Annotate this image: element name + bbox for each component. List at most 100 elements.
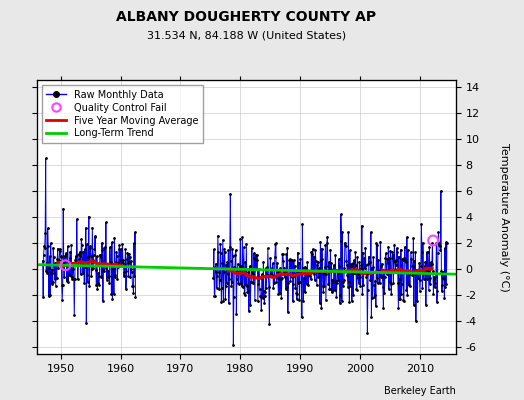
Point xyxy=(249,280,257,286)
Point xyxy=(216,240,225,247)
Point xyxy=(70,312,79,319)
Point xyxy=(297,269,305,276)
Point xyxy=(213,285,221,291)
Point xyxy=(256,286,264,292)
Point xyxy=(331,252,340,258)
Point xyxy=(49,279,57,285)
Point xyxy=(83,272,92,278)
Point xyxy=(335,262,344,269)
Point xyxy=(365,259,374,266)
Point xyxy=(123,256,131,262)
Point xyxy=(86,243,94,249)
Point xyxy=(84,279,92,285)
Point xyxy=(117,246,125,252)
Point xyxy=(318,256,326,262)
Point xyxy=(215,268,223,275)
Point xyxy=(62,278,71,284)
Point xyxy=(279,251,287,257)
Point xyxy=(377,263,386,269)
Point xyxy=(330,262,338,268)
Point xyxy=(247,279,256,286)
Point xyxy=(318,245,326,252)
Point xyxy=(333,280,341,287)
Point xyxy=(222,261,231,268)
Point xyxy=(300,275,308,281)
Point xyxy=(102,265,111,272)
Point xyxy=(291,263,299,270)
Point xyxy=(385,286,393,292)
Point xyxy=(408,263,416,269)
Point xyxy=(253,256,261,263)
Point xyxy=(105,280,114,286)
Point xyxy=(435,240,443,246)
Point xyxy=(334,277,343,283)
Point xyxy=(296,256,304,262)
Point xyxy=(325,286,334,292)
Point xyxy=(289,280,298,287)
Point xyxy=(390,258,398,264)
Point xyxy=(62,250,70,256)
Point xyxy=(63,276,71,282)
Point xyxy=(274,291,282,298)
Point xyxy=(70,276,78,282)
Point xyxy=(315,265,323,272)
Point xyxy=(310,254,318,260)
Point xyxy=(357,264,365,271)
Point xyxy=(389,280,398,286)
Point xyxy=(423,249,431,256)
Point xyxy=(410,258,419,264)
Point xyxy=(299,265,307,271)
Point xyxy=(238,234,246,241)
Point xyxy=(362,262,370,268)
Point xyxy=(386,279,394,285)
Point xyxy=(128,269,136,276)
Point xyxy=(299,298,308,304)
Point xyxy=(336,292,345,298)
Point xyxy=(244,288,252,295)
Point xyxy=(416,277,424,283)
Point xyxy=(91,233,100,239)
Point xyxy=(107,258,115,265)
Point xyxy=(388,255,396,261)
Point xyxy=(336,300,344,306)
Point xyxy=(109,261,117,268)
Point xyxy=(367,229,375,236)
Point xyxy=(400,255,409,261)
Point xyxy=(332,278,340,284)
Point xyxy=(261,289,269,296)
Point xyxy=(119,257,128,264)
Point xyxy=(371,278,379,284)
Point xyxy=(71,257,80,264)
Point xyxy=(420,270,429,277)
Point xyxy=(294,260,303,266)
Point xyxy=(101,244,109,250)
Point xyxy=(302,264,311,271)
Point xyxy=(129,283,137,289)
Point xyxy=(50,270,58,276)
Point xyxy=(213,272,222,279)
Point xyxy=(77,236,85,243)
Point xyxy=(339,279,347,285)
Point xyxy=(269,260,277,266)
Point xyxy=(45,293,53,299)
Point xyxy=(126,274,135,281)
Point xyxy=(216,277,224,283)
Point xyxy=(53,256,61,262)
Point xyxy=(259,295,267,301)
Point xyxy=(241,292,249,298)
Point xyxy=(273,260,281,266)
Point xyxy=(95,282,103,288)
Point xyxy=(414,275,422,282)
Point xyxy=(396,276,404,282)
Point xyxy=(440,276,448,282)
Point xyxy=(275,268,283,274)
Legend: Raw Monthly Data, Quality Control Fail, Five Year Moving Average, Long-Term Tren: Raw Monthly Data, Quality Control Fail, … xyxy=(41,85,203,143)
Point xyxy=(350,257,358,263)
Point xyxy=(48,281,56,287)
Point xyxy=(416,288,424,294)
Point xyxy=(319,289,328,296)
Point xyxy=(406,282,414,289)
Point xyxy=(286,278,294,285)
Point xyxy=(337,211,345,218)
Point xyxy=(44,242,52,249)
